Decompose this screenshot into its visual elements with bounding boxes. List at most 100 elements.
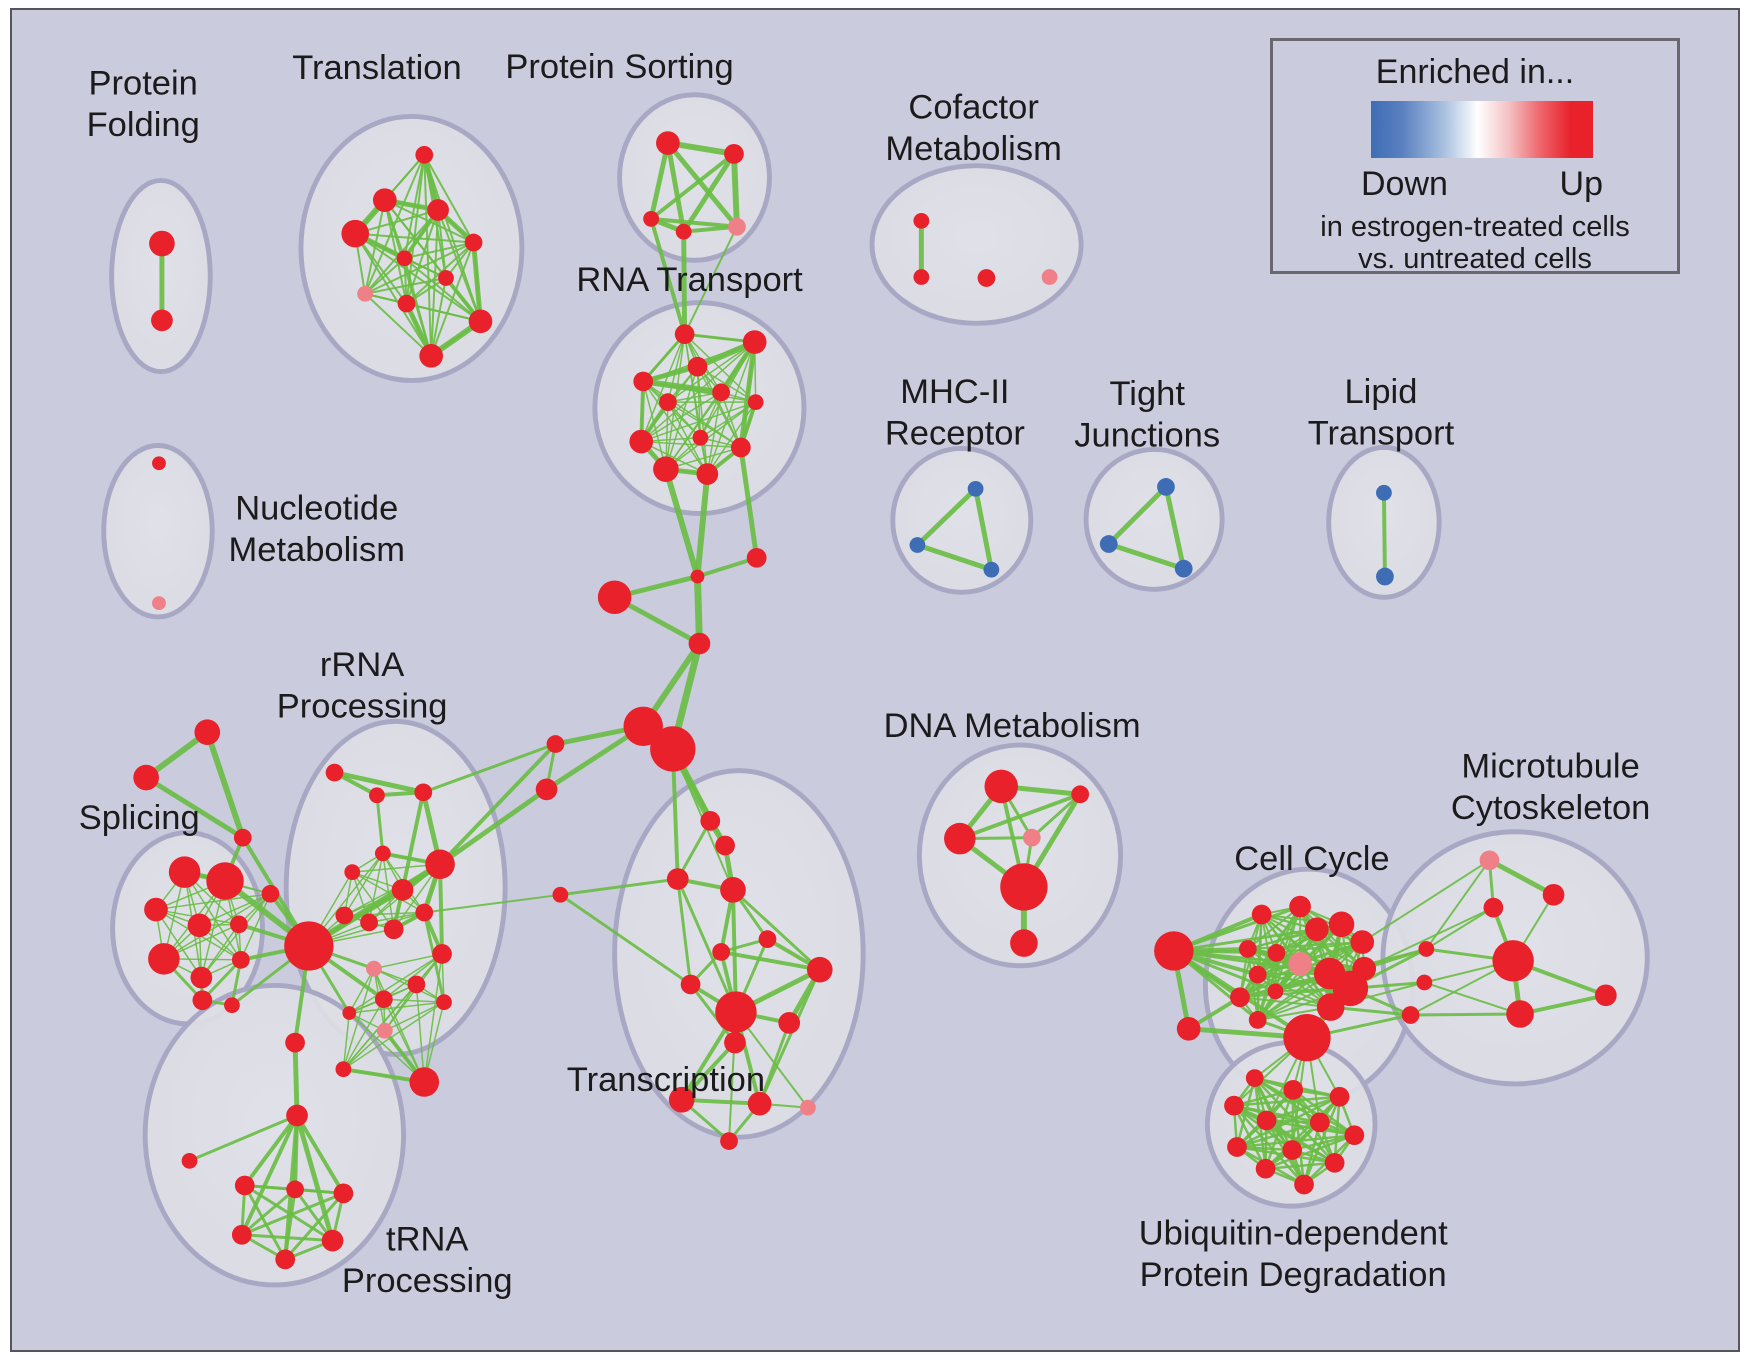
gene-set-node-tr3[interactable] — [720, 877, 746, 903]
gene-set-node-sp9[interactable] — [192, 990, 213, 1011]
gene-set-node-rt8[interactable] — [692, 429, 709, 446]
gene-set-node-cc6[interactable] — [1238, 940, 1257, 958]
gene-set-node-ps2[interactable] — [643, 211, 660, 227]
gene-set-node-pf1[interactable] — [151, 309, 173, 332]
gene-set-node-ps1[interactable] — [724, 144, 744, 164]
gene-set-node-tl5[interactable] — [396, 250, 413, 267]
gene-set-node-lp1[interactable] — [1376, 567, 1394, 586]
gene-set-node-u2[interactable] — [1329, 1086, 1350, 1107]
gene-set-node-tr0[interactable] — [700, 811, 721, 831]
gene-set-node-d3[interactable] — [1022, 828, 1041, 847]
gene-set-node-rr1[interactable] — [369, 787, 385, 804]
gene-set-node-tl1[interactable] — [372, 188, 397, 212]
gene-set-node-nm1[interactable] — [152, 596, 166, 611]
gene-set-node-tr11[interactable] — [668, 1086, 695, 1113]
gene-set-node-x5[interactable] — [650, 726, 696, 772]
gene-set-node-tn3[interactable] — [333, 1183, 354, 1204]
gene-set-node-rr15[interactable] — [342, 1006, 357, 1020]
gene-set-node-rt7[interactable] — [629, 429, 654, 454]
gene-set-node-rt1[interactable] — [742, 330, 767, 354]
gene-set-node-sp4[interactable] — [229, 915, 248, 934]
gene-set-node-x4[interactable] — [623, 706, 663, 747]
gene-set-node-cc0[interactable] — [1176, 1016, 1201, 1041]
gene-set-node-rr7[interactable] — [335, 906, 354, 925]
gene-set-node-rr20[interactable] — [436, 994, 452, 1011]
gene-set-node-lp0[interactable] — [1376, 484, 1392, 501]
gene-set-node-tn4[interactable] — [231, 1224, 252, 1245]
gene-set-node-cc7[interactable] — [1267, 944, 1286, 962]
gene-set-node-mt6[interactable] — [1401, 1006, 1420, 1024]
gene-set-node-cc16[interactable] — [1316, 993, 1345, 1021]
gene-set-node-sp7[interactable] — [190, 966, 213, 989]
gene-set-node-tl7[interactable] — [357, 285, 373, 302]
gene-set-node-cc11[interactable] — [1230, 987, 1250, 1008]
gene-set-node-cc8[interactable] — [1288, 951, 1312, 976]
gene-set-node-x3[interactable] — [688, 632, 711, 655]
gene-set-node-ps0[interactable] — [656, 131, 680, 155]
gene-set-node-tr14[interactable] — [720, 1132, 738, 1150]
gene-set-node-sp6[interactable] — [148, 943, 180, 975]
gene-set-node-tnH[interactable] — [286, 1104, 308, 1127]
gene-set-node-d5[interactable] — [1010, 929, 1038, 957]
gene-set-node-rr12[interactable] — [366, 960, 382, 977]
gene-set-node-tr13[interactable] — [800, 1099, 816, 1116]
gene-set-node-rr16[interactable] — [376, 1022, 393, 1039]
gene-set-node-mt2[interactable] — [1483, 897, 1504, 918]
gene-set-node-rt5[interactable] — [659, 393, 677, 412]
gene-set-node-os[interactable] — [552, 886, 569, 903]
gene-set-node-rt3[interactable] — [633, 371, 654, 392]
gene-set-node-sp1[interactable] — [206, 862, 244, 900]
gene-set-node-rr5[interactable] — [425, 849, 455, 880]
gene-set-node-tl3[interactable] — [341, 219, 370, 248]
gene-set-node-mt7[interactable] — [1506, 1000, 1534, 1028]
gene-set-node-tr2[interactable] — [666, 868, 689, 890]
gene-set-node-tj2[interactable] — [1174, 559, 1193, 578]
gene-set-node-rr4[interactable] — [344, 864, 361, 881]
gene-set-node-u1[interactable] — [1283, 1080, 1304, 1100]
gene-set-node-u5[interactable] — [1309, 1112, 1330, 1133]
gene-set-node-x7[interactable] — [535, 778, 558, 801]
gene-set-node-u3[interactable] — [1224, 1095, 1244, 1116]
gene-set-node-rt11[interactable] — [696, 463, 719, 485]
gene-set-node-mt8[interactable] — [1594, 984, 1617, 1007]
gene-set-node-rr11[interactable] — [432, 944, 452, 964]
gene-set-node-mt5[interactable] — [1416, 974, 1433, 991]
gene-set-node-tl8[interactable] — [397, 294, 416, 313]
gene-set-node-u0[interactable] — [1245, 1069, 1264, 1087]
gene-set-node-u8[interactable] — [1282, 1140, 1303, 1160]
gene-set-node-rt6[interactable] — [747, 394, 764, 411]
gene-set-node-rr2[interactable] — [414, 783, 433, 802]
gene-set-node-cc2[interactable] — [1289, 895, 1311, 918]
gene-set-node-tl6[interactable] — [438, 270, 454, 286]
gene-set-node-d2[interactable] — [944, 822, 976, 855]
gene-set-node-tr7[interactable] — [680, 974, 701, 995]
gene-set-node-x2[interactable] — [597, 580, 632, 614]
gene-set-node-cc9[interactable] — [1248, 965, 1267, 984]
gene-set-node-mh1[interactable] — [909, 537, 926, 553]
gene-set-node-x0[interactable] — [690, 569, 705, 584]
gene-set-node-rr14[interactable] — [374, 990, 393, 1009]
gene-set-node-rr18[interactable] — [409, 1067, 440, 1097]
gene-set-node-cf3[interactable] — [1041, 269, 1058, 285]
gene-set-node-st1[interactable] — [133, 764, 159, 791]
gene-set-node-tn0[interactable] — [181, 1152, 198, 1169]
gene-set-node-tn2[interactable] — [286, 1180, 304, 1199]
gene-set-node-u7[interactable] — [1227, 1137, 1247, 1157]
gene-set-node-rr9[interactable] — [383, 919, 404, 940]
gene-set-node-cf0[interactable] — [913, 212, 930, 229]
gene-set-node-tj0[interactable] — [1157, 478, 1175, 496]
gene-set-node-rt10[interactable] — [653, 456, 679, 482]
gene-set-node-rr6[interactable] — [391, 879, 414, 901]
gene-set-node-tr8[interactable] — [715, 991, 757, 1033]
gene-set-node-ccB[interactable] — [1283, 1014, 1331, 1062]
gene-set-node-nm0[interactable] — [152, 456, 166, 471]
gene-set-node-tl10[interactable] — [419, 344, 444, 368]
gene-set-node-rr21[interactable] — [285, 1032, 305, 1053]
gene-set-node-st0[interactable] — [194, 719, 221, 746]
gene-set-node-mt1[interactable] — [1542, 883, 1565, 906]
gene-set-node-cc13[interactable] — [1332, 970, 1369, 1007]
gene-set-node-j0[interactable] — [233, 828, 252, 847]
gene-set-node-x1[interactable] — [746, 547, 767, 568]
gene-set-node-mh2[interactable] — [983, 561, 1000, 578]
gene-set-node-rr17[interactable] — [335, 1061, 352, 1078]
